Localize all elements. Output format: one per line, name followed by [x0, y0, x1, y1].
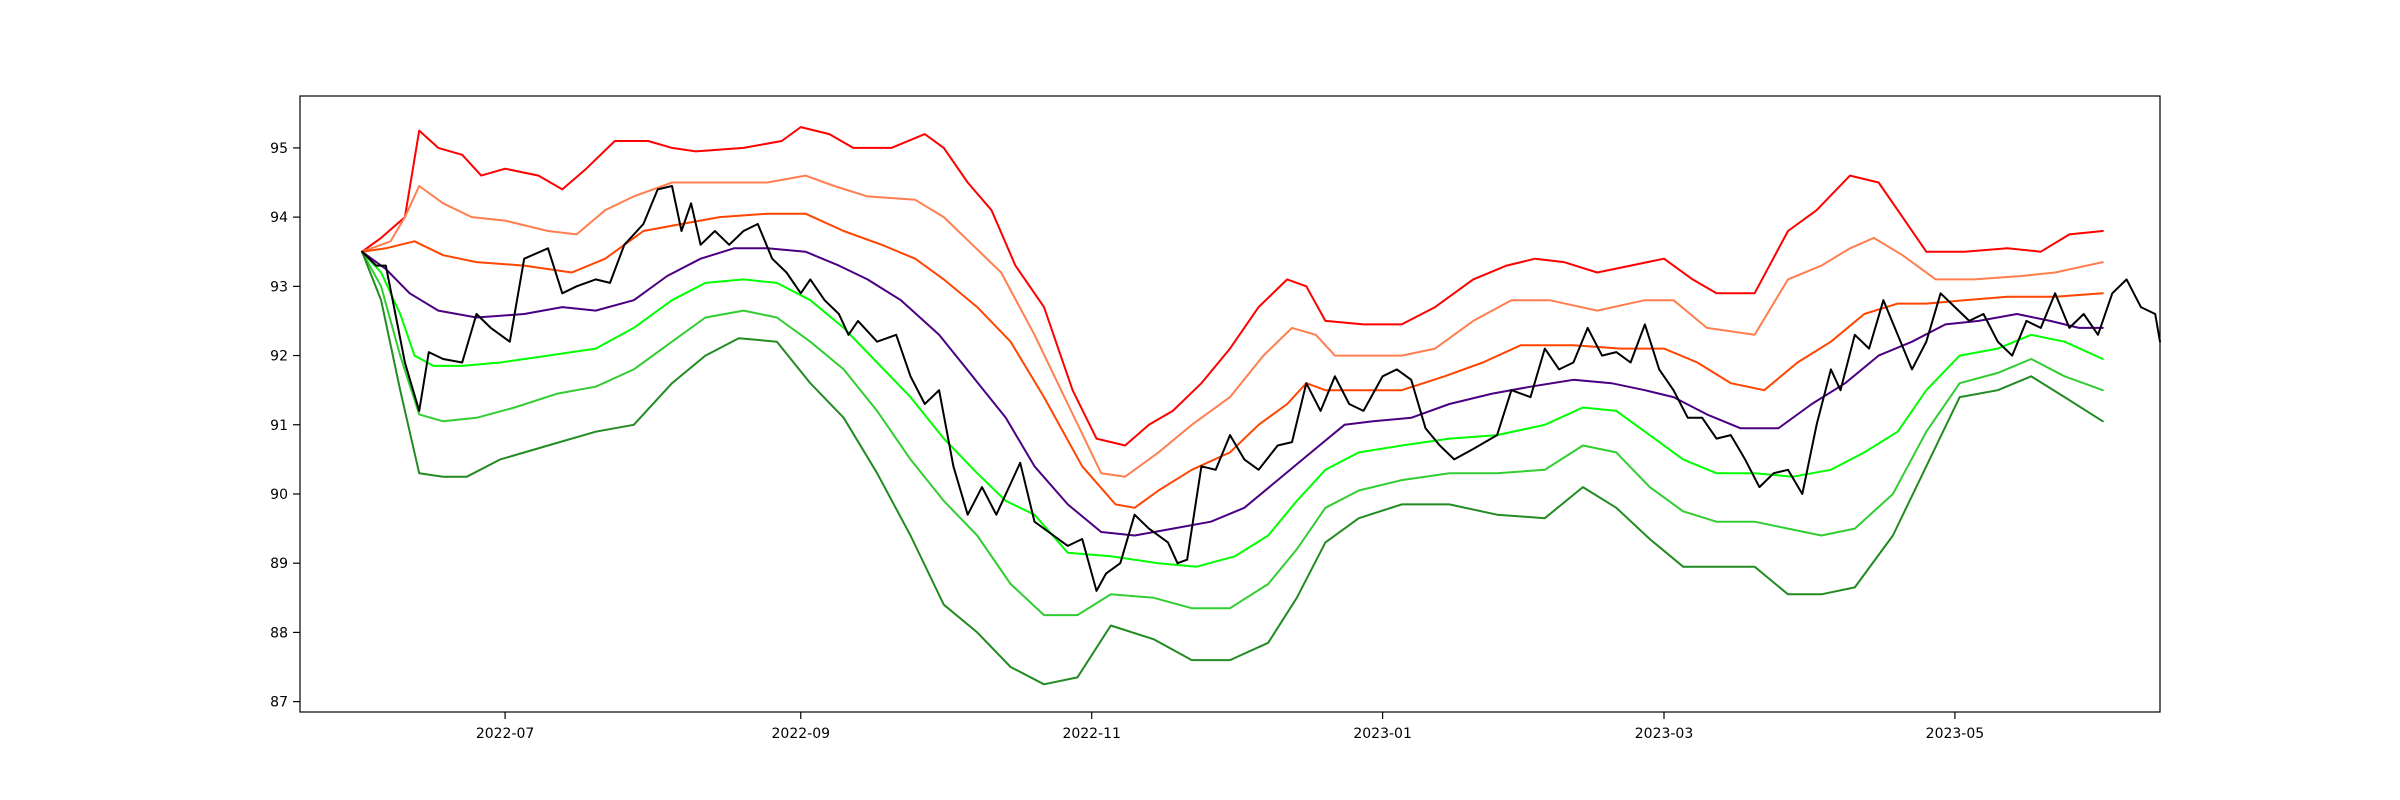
y-axis: 87 88 89 90 91 92 93 94 95 [270, 141, 300, 711]
y-tick-label: 92 [270, 349, 288, 365]
y-tick-label: 93 [270, 279, 288, 295]
x-tick-label: 2022-11 [1062, 726, 1121, 742]
series-layer [361, 126, 2161, 686]
series-line-6 [361, 250, 2104, 617]
y-tick-label: 90 [270, 487, 288, 503]
y-tick-label: 91 [270, 418, 288, 434]
x-axis: 2022-07 2022-09 2022-11 2023-01 2023-03 2023-… [476, 712, 1984, 742]
x-tick-label: 2023-03 [1635, 726, 1694, 742]
series-line-4 [361, 247, 2104, 537]
plot-background [300, 96, 2160, 712]
plot-frame [299, 95, 2161, 713]
series-line-1 [361, 126, 2104, 447]
series-line-3 [361, 212, 2104, 509]
y-tick-label: 87 [270, 695, 288, 711]
y-tick-label: 94 [270, 210, 288, 226]
series-line-2 [361, 174, 2104, 478]
y-tick-label: 95 [270, 141, 288, 157]
series-line-7 [361, 250, 2104, 686]
y-tick-label: 89 [270, 556, 288, 572]
y-tick-label: 88 [270, 625, 288, 641]
series-line-8 [361, 185, 2161, 592]
x-tick-label: 2022-07 [476, 726, 535, 742]
series-line-5 [361, 250, 2104, 568]
x-tick-label: 2023-05 [1926, 726, 1985, 742]
x-tick-label: 2023-01 [1353, 726, 1412, 742]
x-tick-label: 2022-09 [772, 726, 831, 742]
